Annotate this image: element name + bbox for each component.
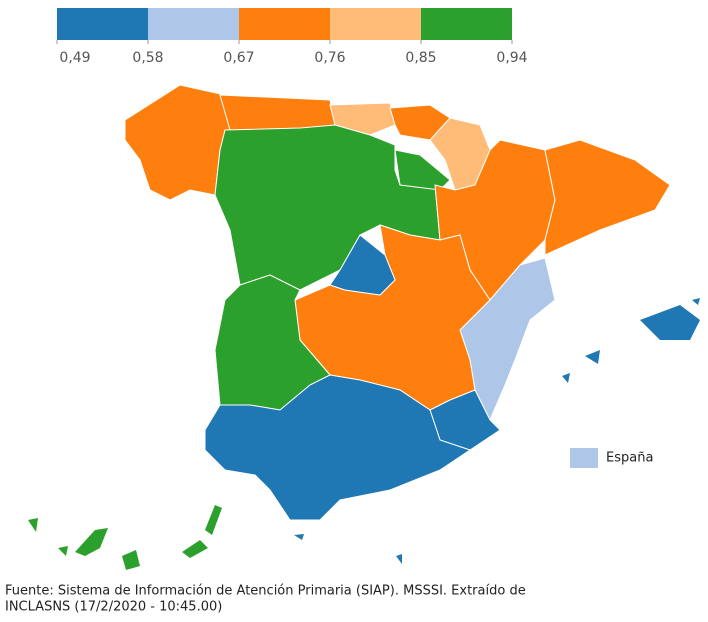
legend-tick-label: 0,85 bbox=[405, 50, 436, 66]
region bbox=[544, 139, 671, 256]
region bbox=[204, 374, 472, 521]
legend-bin bbox=[239, 8, 330, 40]
map bbox=[28, 84, 700, 570]
source-line: INCLASNS (17/2/2020 - 10:45.00) bbox=[5, 600, 222, 615]
region bbox=[329, 102, 396, 136]
region bbox=[124, 84, 231, 201]
island bbox=[28, 518, 38, 532]
legend-tick-label: 0,58 bbox=[132, 50, 163, 66]
source-line: Fuente: Sistema de Información de Atenci… bbox=[5, 584, 526, 599]
island bbox=[122, 550, 140, 570]
legend-tick-label: 0,76 bbox=[314, 50, 345, 66]
legend-tick-label: 0,67 bbox=[223, 50, 254, 66]
island bbox=[692, 298, 700, 305]
reference-label: España bbox=[606, 451, 653, 466]
region bbox=[219, 94, 336, 131]
island bbox=[205, 505, 222, 535]
island bbox=[75, 528, 108, 556]
legend-bin bbox=[421, 8, 512, 40]
region bbox=[394, 149, 451, 191]
island bbox=[294, 534, 304, 540]
region bbox=[329, 234, 396, 296]
legend-bin bbox=[57, 8, 148, 40]
legend-bin bbox=[330, 8, 421, 40]
island bbox=[182, 540, 208, 558]
island bbox=[396, 554, 402, 564]
color-legend: 0,49 0,58 0,67 0,76 0,85 0,94 bbox=[56, 8, 528, 66]
reference-swatch bbox=[570, 448, 598, 468]
island bbox=[58, 546, 68, 556]
legend-tick-label: 0,49 bbox=[59, 50, 90, 66]
island bbox=[585, 350, 600, 364]
legend-bin bbox=[148, 8, 239, 40]
island bbox=[640, 305, 700, 340]
island bbox=[562, 373, 570, 383]
legend-tick-label: 0,94 bbox=[496, 50, 527, 66]
